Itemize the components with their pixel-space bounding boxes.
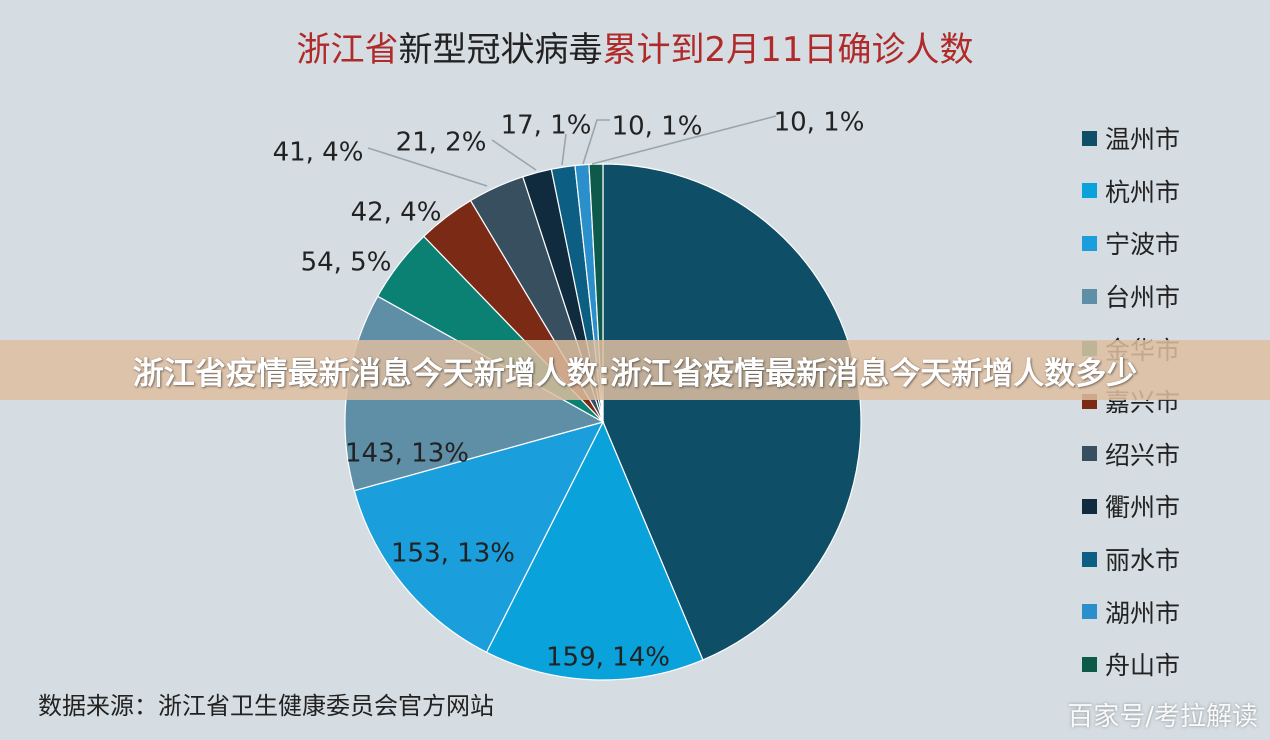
legend-label-1: 杭州市: [1105, 177, 1181, 207]
legend-label-3: 台州市: [1105, 283, 1181, 313]
legend-swatch-6: [1082, 446, 1097, 462]
data-label-8: 17, 1%: [501, 111, 592, 141]
chart-legend: 温州市杭州市宁波市台州市金华市嘉兴市绍兴市衢州市丽水市湖州市舟山市: [1082, 112, 1262, 691]
title-part-1: 浙江省: [296, 30, 399, 70]
legend-label-6: 绍兴市: [1105, 440, 1181, 470]
leader-line-10: [591, 115, 777, 165]
chart-title: 浙江省新型冠状病毒累计到2月11日确诊人数: [0, 22, 1270, 71]
legend-item-7: 衢州市: [1082, 480, 1262, 533]
title-part-3: 累计到2月11日确诊人数: [602, 30, 974, 70]
legend-label-8: 丽水市: [1105, 546, 1181, 576]
legend-label-7: 衢州市: [1105, 493, 1181, 523]
data-label-2: 153, 13%: [391, 539, 515, 569]
legend-label-2: 宁波市: [1105, 230, 1181, 260]
data-label-9: 10, 1%: [612, 112, 703, 142]
legend-item-0: 温州市: [1082, 112, 1262, 165]
legend-swatch-3: [1082, 288, 1097, 304]
legend-swatch-10: [1082, 656, 1097, 672]
headline-text: 浙江省疫情最新消息今天新增人数:浙江省疫情最新消息今天新增人数多少: [132, 355, 1138, 392]
legend-item-1: 杭州市: [1082, 165, 1262, 218]
headline-banner: 浙江省疫情最新消息今天新增人数:浙江省疫情最新消息今天新增人数多少: [0, 340, 1270, 400]
legend-swatch-8: [1082, 551, 1097, 567]
data-label-6: 41, 4%: [273, 138, 364, 168]
title-part-2: 新型冠状病毒: [398, 30, 603, 70]
data-source-note: 数据来源：浙江省卫生健康委员会官方网站: [38, 692, 494, 720]
data-label-10: 10, 1%: [774, 108, 865, 138]
legend-item-10: 舟山市: [1082, 638, 1262, 691]
legend-item-3: 台州市: [1082, 270, 1262, 323]
legend-label-0: 温州市: [1105, 125, 1181, 155]
legend-swatch-7: [1082, 498, 1097, 514]
legend-label-10: 舟山市: [1105, 651, 1181, 681]
leader-line-7: [491, 139, 537, 171]
legend-swatch-2: [1082, 235, 1097, 251]
legend-label-9: 湖州市: [1105, 598, 1181, 628]
data-label-5: 42, 4%: [351, 198, 442, 228]
data-label-3: 143, 13%: [345, 439, 469, 469]
leader-line-8: [561, 133, 567, 166]
leader-line-9: [582, 119, 610, 165]
legend-item-2: 宁波市: [1082, 217, 1262, 270]
legend-swatch-1: [1082, 183, 1097, 199]
legend-item-8: 丽水市: [1082, 533, 1262, 586]
data-label-7: 21, 2%: [396, 128, 487, 158]
pie-slice-1: [485, 420, 704, 681]
data-label-1: 159, 14%: [546, 643, 670, 673]
legend-item-9: 湖州市: [1082, 585, 1262, 638]
data-label-4: 54, 5%: [301, 248, 392, 278]
leader-line-6: [367, 147, 488, 187]
legend-swatch-9: [1082, 604, 1097, 620]
pie-slice-2: [353, 421, 605, 654]
legend-item-6: 绍兴市: [1082, 428, 1262, 481]
legend-swatch-0: [1082, 130, 1097, 146]
watermark-text: 百家号/考拉解读: [1067, 702, 1258, 732]
